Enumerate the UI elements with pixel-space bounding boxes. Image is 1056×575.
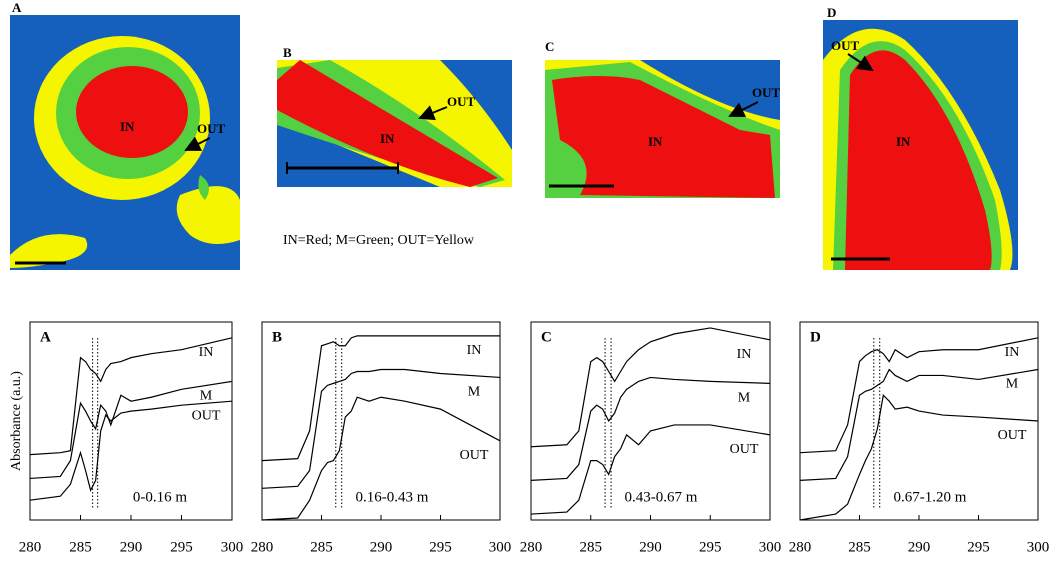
region-label: OUT bbox=[752, 85, 781, 100]
panel-label: C bbox=[541, 329, 552, 345]
panel-label: A bbox=[12, 0, 22, 15]
series-label: M bbox=[1006, 377, 1019, 392]
x-tick-label: 280 bbox=[251, 539, 274, 555]
series-label: IN bbox=[737, 347, 752, 362]
panel-label: C bbox=[545, 39, 554, 54]
x-tick-label: 285 bbox=[310, 539, 333, 555]
region-label: OUT bbox=[447, 94, 476, 109]
x-tick-label: 290 bbox=[120, 539, 143, 555]
x-tick-label: 280 bbox=[789, 539, 812, 555]
spectrum-line bbox=[799, 394, 1039, 521]
x-tick-label: 290 bbox=[908, 539, 931, 555]
x-tick-label: 300 bbox=[221, 539, 244, 555]
series-label: OUT bbox=[998, 428, 1027, 443]
depth-annotation: 0-0.16 m bbox=[133, 489, 187, 505]
spectrum-line bbox=[29, 337, 233, 456]
region-label: IN bbox=[896, 134, 911, 149]
spectrum-line bbox=[530, 376, 771, 481]
spectrum-line bbox=[530, 424, 771, 515]
region-label: OUT bbox=[197, 121, 226, 136]
x-tick-label: 300 bbox=[1027, 539, 1050, 555]
region-label: IN bbox=[380, 131, 395, 146]
image-panel: D IN OUT bbox=[823, 5, 1018, 270]
series-label: IN bbox=[467, 343, 482, 358]
series-label: M bbox=[738, 391, 751, 406]
region-label: IN bbox=[120, 119, 135, 134]
x-tick-label: 300 bbox=[489, 539, 512, 555]
spectrum-line bbox=[799, 337, 1039, 454]
series-label: IN bbox=[1005, 345, 1020, 360]
spectrum-line bbox=[261, 396, 501, 521]
panel-label: D bbox=[827, 5, 836, 20]
series-label: OUT bbox=[192, 408, 221, 423]
panel-label: D bbox=[810, 329, 821, 345]
region-label: IN bbox=[648, 134, 663, 149]
series-label: OUT bbox=[730, 442, 759, 457]
panel-label: B bbox=[283, 45, 292, 60]
depth-annotation: 0.16-0.43 m bbox=[356, 489, 429, 505]
spectrum-line bbox=[29, 380, 233, 480]
depth-annotation: 0.43-0.67 m bbox=[625, 489, 698, 505]
x-tick-label: 285 bbox=[580, 539, 603, 555]
series-label: M bbox=[468, 385, 481, 400]
region-label: OUT bbox=[831, 38, 860, 53]
spectrum-line bbox=[799, 368, 1039, 481]
depth-annotation: 0.67-1.20 m bbox=[894, 489, 967, 505]
x-tick-label: 295 bbox=[170, 539, 193, 555]
spectrum-line bbox=[261, 335, 500, 462]
y-axis-label: Absorbance (a.u.) bbox=[9, 371, 24, 471]
spectrum-line bbox=[29, 400, 233, 501]
image-panel: A IN OUT bbox=[10, 0, 240, 270]
series-label: OUT bbox=[460, 448, 489, 463]
series-label: M bbox=[200, 389, 213, 404]
x-tick-label: 295 bbox=[699, 539, 722, 555]
x-tick-label: 280 bbox=[19, 539, 42, 555]
x-tick-label: 295 bbox=[967, 539, 990, 555]
x-tick-label: 280 bbox=[520, 539, 543, 555]
series-label: IN bbox=[199, 345, 214, 360]
image-panel: B IN OUT bbox=[277, 45, 512, 187]
x-tick-label: 285 bbox=[69, 539, 92, 555]
x-tick-label: 300 bbox=[759, 539, 782, 555]
color-legend: IN=Red; M=Green; OUT=Yellow bbox=[283, 233, 475, 248]
x-tick-label: 295 bbox=[429, 539, 452, 555]
spectrum-line bbox=[261, 368, 501, 489]
image-panel: C IN OUT bbox=[545, 39, 781, 198]
spectrum-line bbox=[530, 327, 771, 448]
panel-label: A bbox=[40, 329, 51, 345]
x-tick-label: 290 bbox=[370, 539, 393, 555]
x-tick-label: 285 bbox=[848, 539, 871, 555]
x-tick-label: 290 bbox=[639, 539, 662, 555]
panel-label: B bbox=[272, 329, 282, 345]
